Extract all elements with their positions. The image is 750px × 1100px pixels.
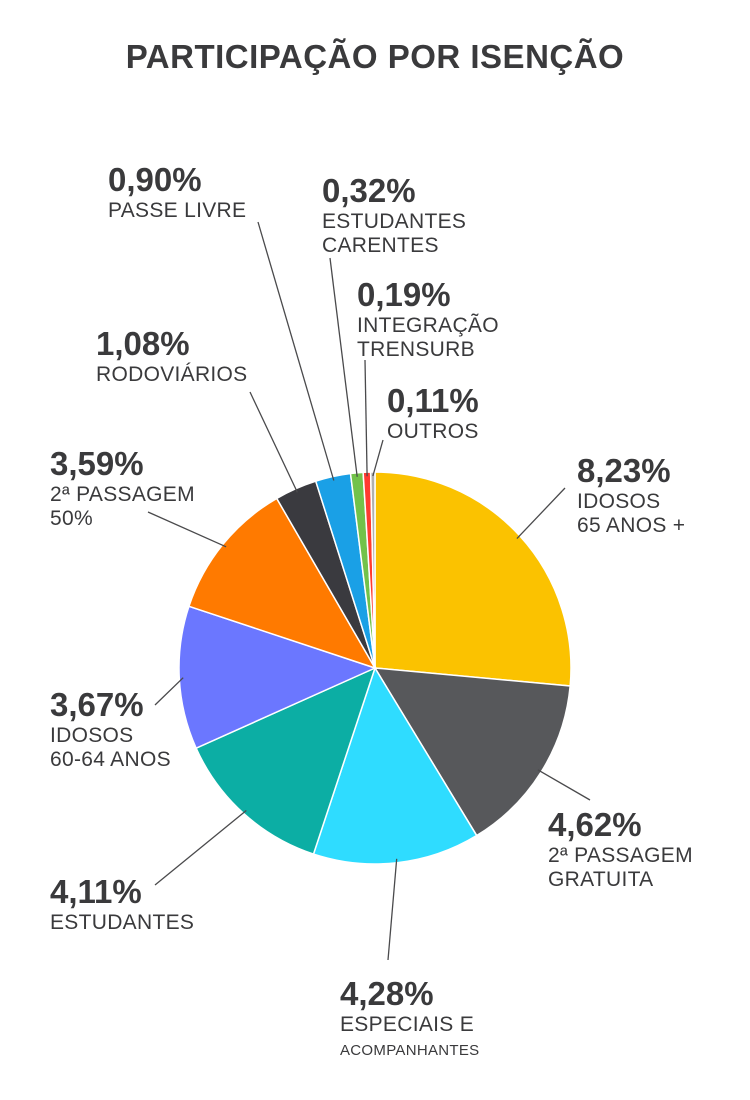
slice-percent-label: 4,11%	[50, 873, 142, 910]
slice-category-label: CARENTES	[322, 234, 439, 257]
leader-line	[329, 257, 358, 477]
slice-category-label: 2ª PASSAGEM	[548, 844, 693, 867]
slice-category-label: TRENSURB	[357, 338, 475, 361]
leader-line	[537, 769, 591, 801]
slice-category-label: 65 ANOS +	[577, 514, 685, 537]
slice-category-label: INTEGRAÇÃO	[357, 313, 499, 337]
slice-percent-label: 3,59%	[50, 445, 144, 482]
slice-label: 4,11%ESTUDANTES	[50, 873, 194, 934]
leader-line	[372, 439, 384, 477]
slice-category-label: ESTUDANTES	[322, 210, 466, 233]
slice-percent-label: 0,11%	[387, 382, 479, 419]
leader-line	[147, 511, 227, 548]
slice-category-label: ACOMPANHANTES	[340, 1042, 479, 1059]
slice-percent-label: 8,23%	[577, 452, 671, 489]
leader-line	[154, 809, 247, 886]
leader-line	[257, 221, 335, 481]
chart-title: PARTICIPAÇÃO POR ISENÇÃO	[125, 38, 625, 75]
slice-category-label: IDOSOS	[50, 724, 133, 747]
slice-percent-label: 1,08%	[96, 325, 190, 362]
slice-label: 0,11%OUTROS	[387, 382, 479, 443]
slice-percent-label: 4,62%	[548, 806, 642, 843]
slice-category-label: 2ª PASSAGEM	[50, 483, 195, 506]
slice-percent-label: 3,67%	[50, 686, 144, 723]
leader-line	[364, 359, 368, 477]
slice-category-label: OUTROS	[387, 420, 479, 443]
slice-category-label: 50%	[50, 507, 93, 530]
pie-slice	[374, 471, 572, 687]
slice-label: 0,90%PASSE LIVRE	[108, 161, 246, 222]
slice-percent-label: 0,19%	[357, 276, 451, 313]
pie-slice	[178, 605, 378, 750]
leader-line	[154, 677, 184, 706]
slice-category-label: PASSE LIVRE	[108, 199, 246, 222]
slice-category-label: IDOSOS	[577, 490, 660, 513]
slice-category-label: RODOVIÁRIOS	[96, 363, 248, 386]
leader-line	[516, 487, 566, 540]
pie-slice	[369, 471, 376, 669]
slice-label: 1,08%RODOVIÁRIOS	[96, 325, 248, 386]
leader-line	[249, 391, 298, 493]
slice-category-label: ESPECIAIS E	[340, 1013, 474, 1036]
slice-category-label: GRATUITA	[548, 868, 653, 891]
leader-line	[387, 858, 398, 961]
pie-slice	[188, 497, 377, 670]
slice-label: 4,28%ESPECIAIS E ACOMPANHANTES	[340, 975, 479, 1059]
slice-category-label: 60-64 ANOS	[50, 748, 171, 771]
slice-percent-label: 0,90%	[108, 161, 202, 198]
slice-percent-label: 0,32%	[322, 172, 416, 209]
slice-category-label: ESTUDANTES	[50, 911, 194, 934]
pie-slice	[312, 666, 478, 865]
slice-percent-label: 4,28%	[340, 975, 434, 1012]
